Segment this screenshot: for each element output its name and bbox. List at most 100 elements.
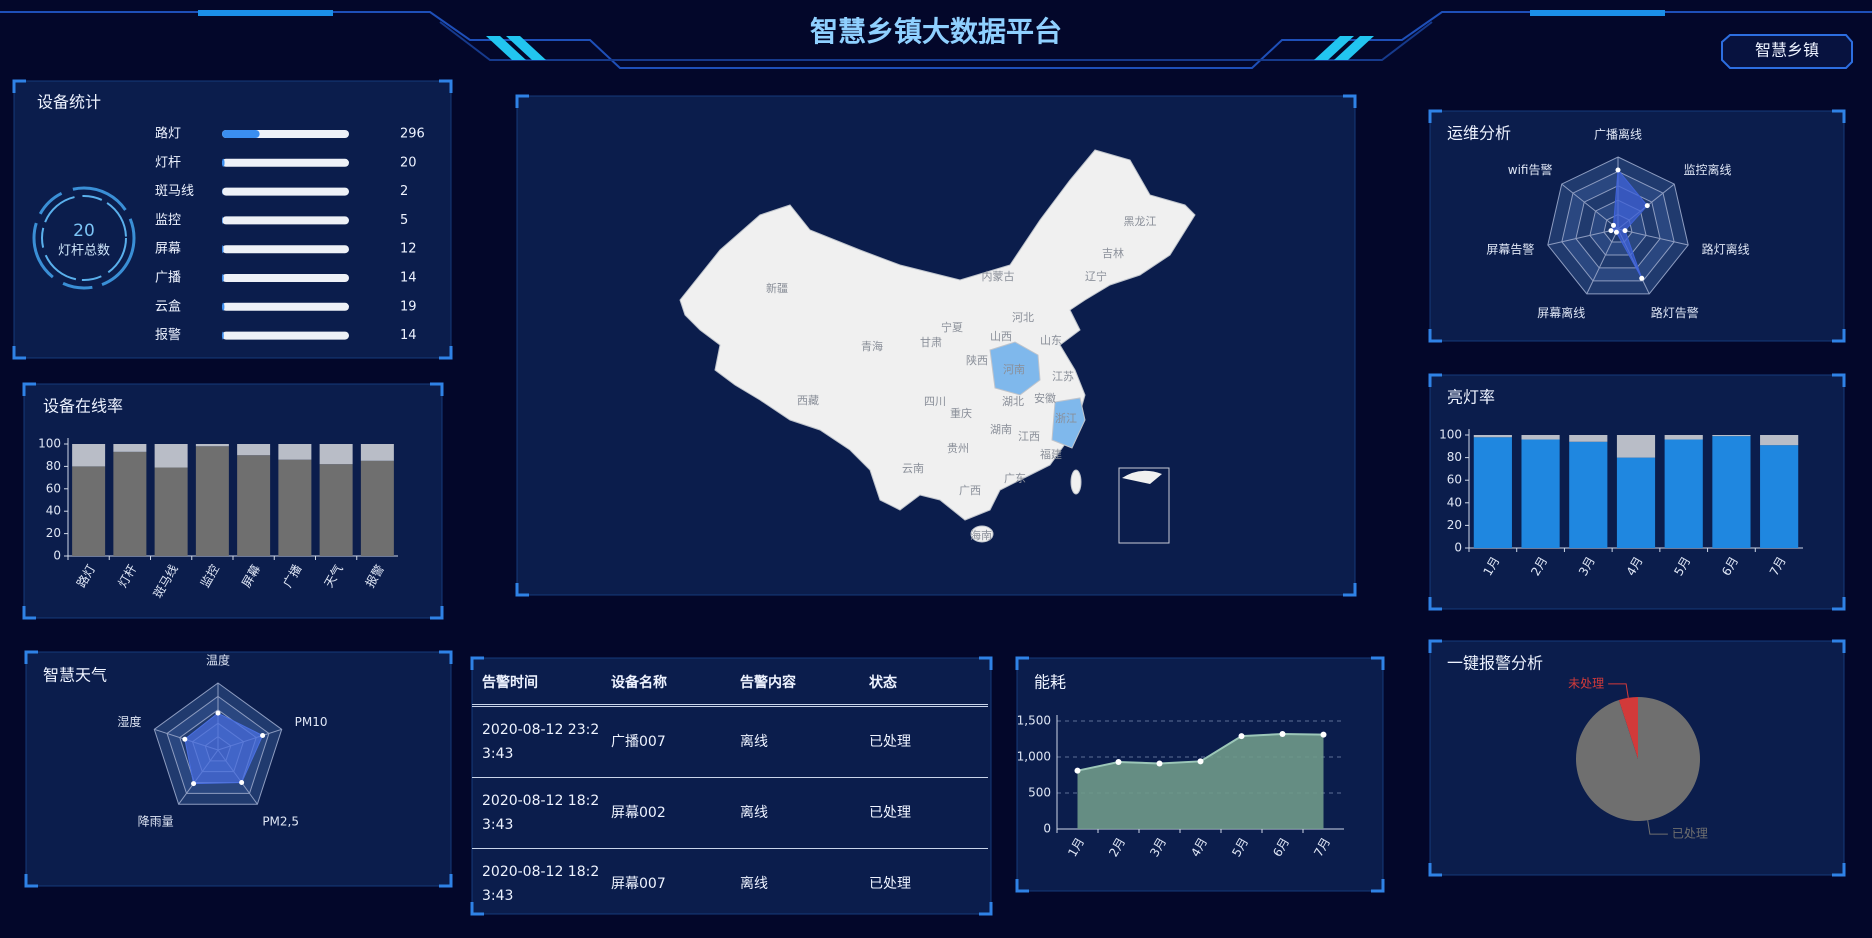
y-tick-label: 100 <box>38 437 61 451</box>
bar-segment <box>1760 435 1799 446</box>
y-tick-label: 80 <box>1447 450 1462 464</box>
map-label: 西藏 <box>797 394 819 407</box>
corner <box>515 94 529 108</box>
progress-bar <box>222 274 224 282</box>
table-cell: 广播007 <box>611 734 666 750</box>
map-label: 黑龙江 <box>1124 215 1157 228</box>
device-value: 2 <box>400 184 408 199</box>
bar-segment <box>1473 437 1512 548</box>
page-title: 智慧乡镇大数据平台 <box>810 15 1062 48</box>
corner <box>1832 597 1846 611</box>
corner <box>12 346 26 360</box>
corner <box>1832 373 1846 387</box>
bar-segment <box>1712 436 1751 548</box>
ring-value: 20 <box>73 221 95 241</box>
bar-segment <box>1664 439 1703 548</box>
device-label: 灯杆 <box>155 155 181 170</box>
map-label: 安徽 <box>1034 391 1056 405</box>
bar-segment <box>1569 435 1608 442</box>
map-region-highlight <box>989 341 1041 396</box>
south-sea-inset-land <box>1122 470 1162 484</box>
bar-segment <box>154 467 188 556</box>
radar-label: 广播离线 <box>1594 127 1642 142</box>
y-tick-label: 40 <box>1447 495 1462 509</box>
device-label: 路灯 <box>155 126 181 142</box>
corner <box>470 902 484 916</box>
corner <box>1015 879 1029 893</box>
device-value: 12 <box>400 242 417 257</box>
y-tick-label: 20 <box>1447 518 1462 532</box>
corner <box>1832 329 1846 343</box>
radar-point <box>1644 203 1650 209</box>
device-value: 14 <box>400 271 417 286</box>
corner <box>1428 329 1442 343</box>
bar-segment <box>319 464 353 556</box>
map-label: 江西 <box>1018 430 1040 443</box>
bar-segment <box>278 444 312 460</box>
header-stripes <box>486 36 1374 60</box>
south-sea-inset <box>1118 467 1170 544</box>
map-label: 吉林 <box>1102 246 1124 260</box>
panel-title: 一键报警分析 <box>1447 654 1543 673</box>
progress-track <box>222 216 349 225</box>
progress-track <box>222 331 349 340</box>
header-button[interactable]: 智慧乡镇 <box>1721 34 1853 69</box>
progress-track <box>222 302 349 311</box>
map-label: 浙江 <box>1055 412 1077 425</box>
column-header: 告警时间 <box>482 675 538 691</box>
pie-slice <box>1576 697 1700 821</box>
radar-label: 屏幕告警 <box>1486 241 1534 256</box>
table-header: 告警时间 设备名称 告警内容 状态 <box>472 662 988 707</box>
bar-segment <box>1760 445 1799 548</box>
map-island <box>970 525 994 543</box>
bar-segment <box>72 444 106 467</box>
radar-area <box>184 712 264 785</box>
bar-segment <box>1712 435 1751 437</box>
bar-segment <box>360 444 394 461</box>
device-value: 19 <box>400 299 417 314</box>
device-label: 屏幕 <box>155 242 181 257</box>
progress-bar <box>222 130 260 138</box>
header-button-label[interactable]: 智慧乡镇 <box>1755 41 1819 60</box>
point <box>1279 730 1286 737</box>
pie-slice <box>1618 697 1638 759</box>
header-frame <box>0 11 1872 69</box>
corner <box>470 656 484 670</box>
corner <box>439 79 453 93</box>
y-tick-label: 1,500 <box>1017 714 1051 728</box>
point <box>1156 760 1163 767</box>
panel-title: 智慧天气 <box>43 666 107 685</box>
y-tick-label: 1,000 <box>1017 750 1051 764</box>
device-label: 报警 <box>155 327 181 343</box>
map-label: 湖北 <box>1002 395 1024 408</box>
bar-segment <box>1664 435 1703 440</box>
point <box>1238 733 1245 740</box>
corner <box>24 650 38 664</box>
map-label: 内蒙古 <box>982 269 1015 283</box>
table-row: 2020-08-12 18:23:43 屏幕002 离线 已处理 <box>472 778 988 849</box>
corner <box>1428 109 1442 123</box>
device-label: 斑马线 <box>155 184 194 199</box>
china-map <box>679 149 1196 544</box>
progress-bar <box>222 245 224 254</box>
corner <box>1428 639 1442 653</box>
point <box>1074 767 1081 774</box>
table-row: 2020-08-12 18:23:43 屏幕007 离线 已处理 <box>472 849 988 912</box>
radar-point <box>1608 228 1614 234</box>
radar-point <box>182 736 188 742</box>
progress-bar <box>222 302 225 311</box>
map-label: 江苏 <box>1052 370 1074 383</box>
bar-segment <box>1521 435 1560 440</box>
device-value: 296 <box>400 127 425 142</box>
map-label: 广东 <box>1004 472 1026 485</box>
corner <box>1428 597 1442 611</box>
radar-label: 降雨量 <box>138 815 174 829</box>
corner <box>1428 373 1442 387</box>
bar-segment <box>237 444 271 456</box>
panel <box>471 657 992 915</box>
corner <box>515 583 529 597</box>
header-accent <box>198 10 333 16</box>
corner <box>979 656 993 670</box>
corner <box>430 606 444 620</box>
